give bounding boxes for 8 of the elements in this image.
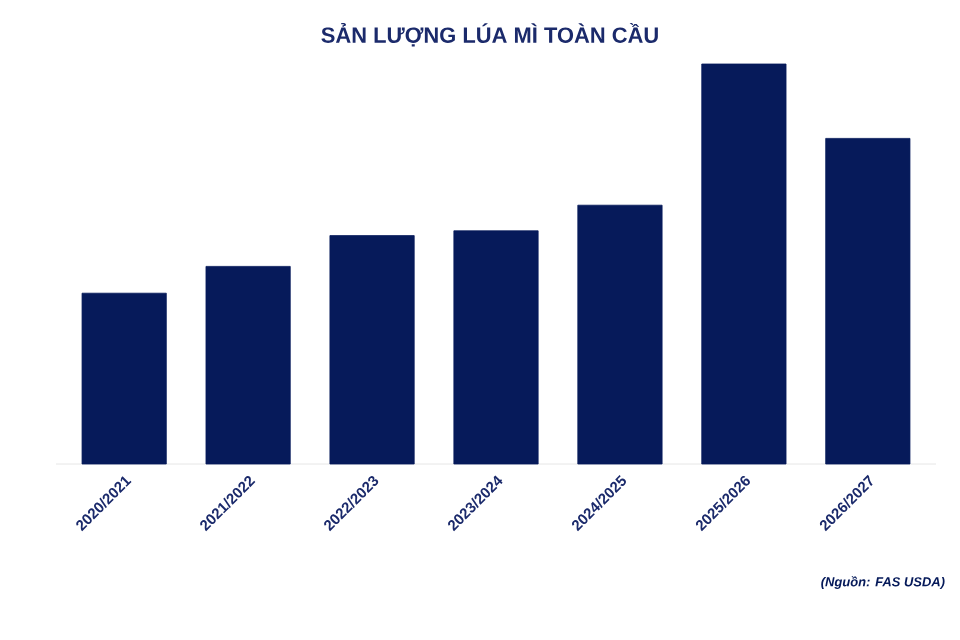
bar xyxy=(825,138,911,465)
bar xyxy=(329,235,415,465)
bar xyxy=(577,204,663,465)
bar xyxy=(205,266,291,465)
bar xyxy=(81,292,167,465)
bar xyxy=(701,63,787,465)
bar xyxy=(453,230,539,465)
chart-title: SẢN LƯỢNG LÚA MÌ TOÀN CẦU xyxy=(321,23,658,47)
